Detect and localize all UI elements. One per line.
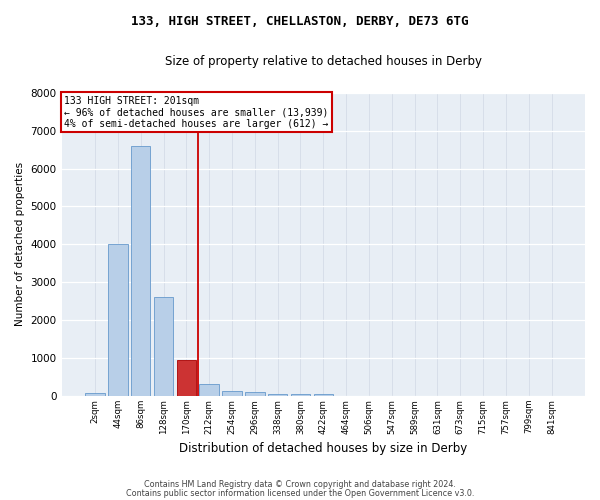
Text: Contains public sector information licensed under the Open Government Licence v3: Contains public sector information licen… bbox=[126, 488, 474, 498]
Bar bbox=[108, 244, 128, 396]
Title: Size of property relative to detached houses in Derby: Size of property relative to detached ho… bbox=[165, 55, 482, 68]
Text: 133, HIGH STREET, CHELLASTON, DERBY, DE73 6TG: 133, HIGH STREET, CHELLASTON, DERBY, DE7… bbox=[131, 15, 469, 28]
Text: 133 HIGH STREET: 201sqm
← 96% of detached houses are smaller (13,939)
4% of semi: 133 HIGH STREET: 201sqm ← 96% of detache… bbox=[64, 96, 329, 129]
Bar bbox=[291, 394, 310, 396]
Bar bbox=[268, 394, 287, 396]
Bar bbox=[314, 394, 333, 396]
Bar bbox=[131, 146, 151, 396]
Text: Contains HM Land Registry data © Crown copyright and database right 2024.: Contains HM Land Registry data © Crown c… bbox=[144, 480, 456, 489]
Bar bbox=[222, 391, 242, 396]
Bar bbox=[85, 393, 105, 396]
Bar bbox=[176, 360, 196, 396]
Bar bbox=[245, 392, 265, 396]
Bar bbox=[154, 296, 173, 396]
Bar bbox=[199, 384, 219, 396]
X-axis label: Distribution of detached houses by size in Derby: Distribution of detached houses by size … bbox=[179, 442, 467, 455]
Y-axis label: Number of detached properties: Number of detached properties bbox=[15, 162, 25, 326]
